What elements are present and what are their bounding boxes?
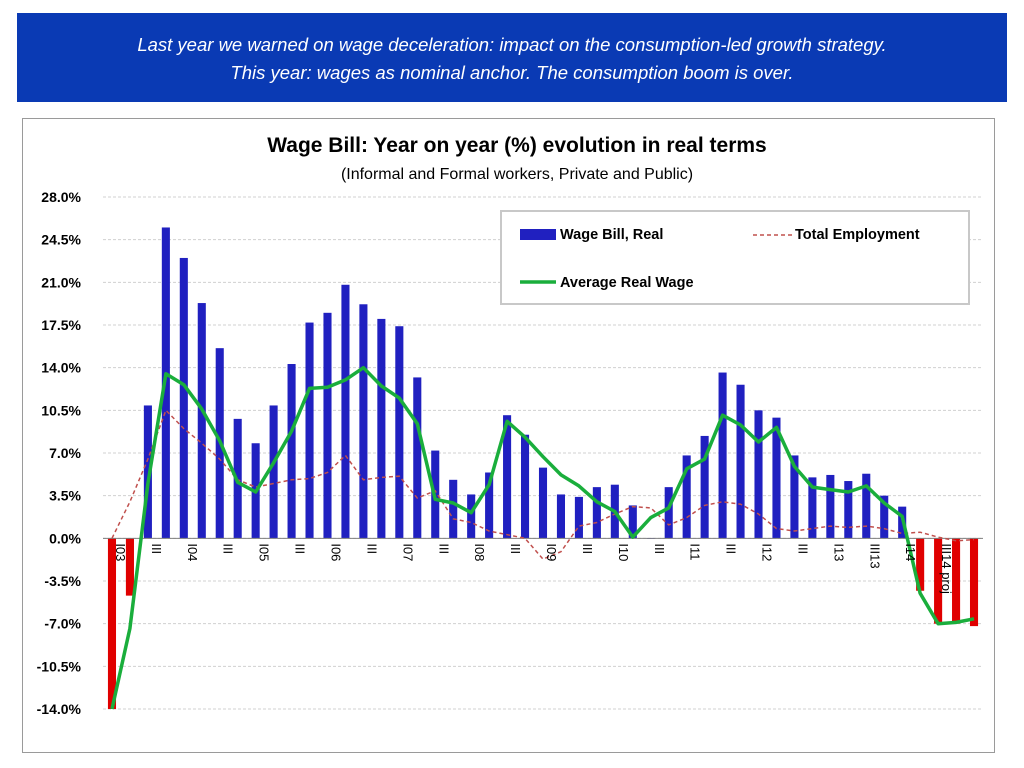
legend-label-employment: Total Employment	[795, 227, 920, 243]
y-tick-label: 3.5%	[49, 488, 81, 504]
wage-bill-bar	[934, 538, 943, 624]
x-tick-label: I03	[113, 543, 128, 561]
banner-line-2: This year: wages as nominal anchor. The …	[230, 62, 794, 83]
employment-line	[111, 408, 975, 560]
wage-bill-bar	[413, 377, 422, 539]
chart-frame: Wage Bill: Year on year (%) evolution in…	[22, 118, 995, 753]
x-tick-label: III	[795, 543, 810, 554]
wage-bill-bar	[592, 487, 601, 539]
x-tick-label: I08	[472, 543, 487, 561]
wage-bill-bar	[485, 472, 494, 539]
legend-label-wage-bill: Wage Bill, Real	[560, 227, 663, 243]
wage-bill-bar	[179, 257, 188, 539]
wage-bill-bar	[359, 304, 368, 539]
wage-bill-bar	[664, 487, 673, 539]
x-tick-label: I10	[616, 543, 631, 561]
wage-bill-bar	[772, 417, 781, 539]
wage-bill-bar	[287, 364, 296, 539]
y-tick-label: 10.5%	[41, 402, 81, 418]
x-tick-label: I11	[688, 543, 703, 560]
x-tick-label: I13	[831, 543, 846, 561]
wage-bill-bar	[916, 538, 925, 591]
wage-bill-bar	[323, 312, 332, 539]
y-tick-label: -10.5%	[37, 658, 82, 674]
x-tick-label: III14 proj	[939, 543, 954, 594]
wage-bill-bar	[143, 405, 152, 539]
wage-bill-bar	[395, 326, 404, 539]
x-tick-label: III13	[867, 543, 882, 568]
x-tick-label: I12	[760, 543, 775, 561]
series-lines	[110, 365, 975, 710]
x-tick-label: III	[652, 543, 667, 554]
wage-bill-bar	[341, 284, 350, 539]
y-tick-label: 28.0%	[41, 189, 81, 205]
y-tick-label: 7.0%	[49, 445, 81, 461]
wage-bill-bar	[682, 455, 691, 539]
wage-bill-bar	[736, 384, 745, 539]
x-tick-label: I04	[185, 543, 200, 561]
legend-swatch-wage-bill	[520, 229, 556, 240]
x-tick-label: III	[580, 543, 595, 554]
x-tick-label: III	[293, 543, 308, 554]
y-tick-label: 21.0%	[41, 274, 81, 290]
y-tick-label: 24.5%	[41, 232, 81, 248]
legend-label-average-wage: Average Real Wage	[560, 275, 694, 291]
wage-bill-bar	[107, 538, 117, 709]
wage-bill-bar	[880, 495, 889, 539]
x-tick-label: III	[724, 543, 739, 554]
average-wage-line	[110, 365, 975, 710]
wage-bill-bar	[826, 474, 835, 539]
x-tick-label: I14	[903, 543, 918, 561]
x-tick-label: III	[149, 543, 164, 554]
banner-line-1: Last year we warned on wage deceleration…	[137, 34, 887, 55]
wage-bill-bar	[503, 415, 512, 539]
wage-bill-bar	[521, 434, 530, 539]
x-tick-label: I07	[400, 543, 415, 561]
y-tick-label: 14.0%	[41, 360, 81, 376]
wage-bill-bar	[125, 538, 134, 596]
x-axis-ticks: I03 III I04 III I05 III I06 III I07 III I08 III I09 I…	[113, 543, 954, 594]
wage-bill-bar	[574, 496, 583, 539]
wage-bill-chart: Wage Bill: Year on year (%) evolution in…	[37, 134, 983, 717]
x-tick-label: I06	[328, 543, 343, 561]
y-tick-label: 17.5%	[41, 317, 81, 333]
x-tick-label: I05	[257, 543, 272, 561]
x-tick-label: I09	[544, 543, 559, 561]
wage-bill-bar	[969, 538, 979, 627]
x-tick-label: III	[436, 543, 451, 554]
wage-bill-bar	[790, 455, 799, 539]
wage-bill-bar	[808, 477, 817, 539]
wage-bill-bar	[197, 303, 206, 539]
wage-bill-bar	[538, 467, 548, 539]
y-tick-label: 0.0%	[49, 530, 81, 546]
wage-bill-bar	[556, 494, 565, 539]
x-tick-label: III	[221, 543, 236, 554]
wage-bill-bar	[269, 405, 278, 539]
wage-bill-bar	[628, 505, 637, 539]
y-axis-ticks: 28.0% 24.5% 21.0% 17.5% 14.0% 10.5% 7.0% 3.5% 0.…	[37, 189, 82, 717]
chart-title: Wage Bill: Year on year (%) evolution in…	[267, 134, 766, 157]
wage-bill-bar	[700, 435, 709, 539]
legend: Wage Bill, Real Total Employment Average…	[500, 210, 970, 305]
wage-bill-bar	[718, 372, 727, 539]
x-tick-label: III	[364, 543, 379, 554]
y-tick-label: -7.0%	[44, 616, 81, 632]
y-tick-label: -3.5%	[44, 573, 81, 589]
wage-bill-bar	[952, 538, 961, 624]
wage-bill-bar	[754, 410, 763, 539]
chart-subtitle: (Informal and Formal workers, Private an…	[341, 166, 693, 183]
header-banner: Last year we warned on wage deceleration…	[17, 13, 1007, 102]
y-tick-label: -14.0%	[37, 701, 82, 717]
wage-bill-bar	[844, 481, 853, 539]
wage-bill-bar	[449, 479, 458, 539]
wage-bill-bar	[467, 494, 476, 539]
x-tick-label: III	[508, 543, 523, 554]
wage-bill-bar	[305, 322, 314, 539]
wage-bill-bar	[377, 318, 386, 539]
wage-bill-bar	[862, 473, 871, 539]
legend-box	[500, 210, 970, 305]
